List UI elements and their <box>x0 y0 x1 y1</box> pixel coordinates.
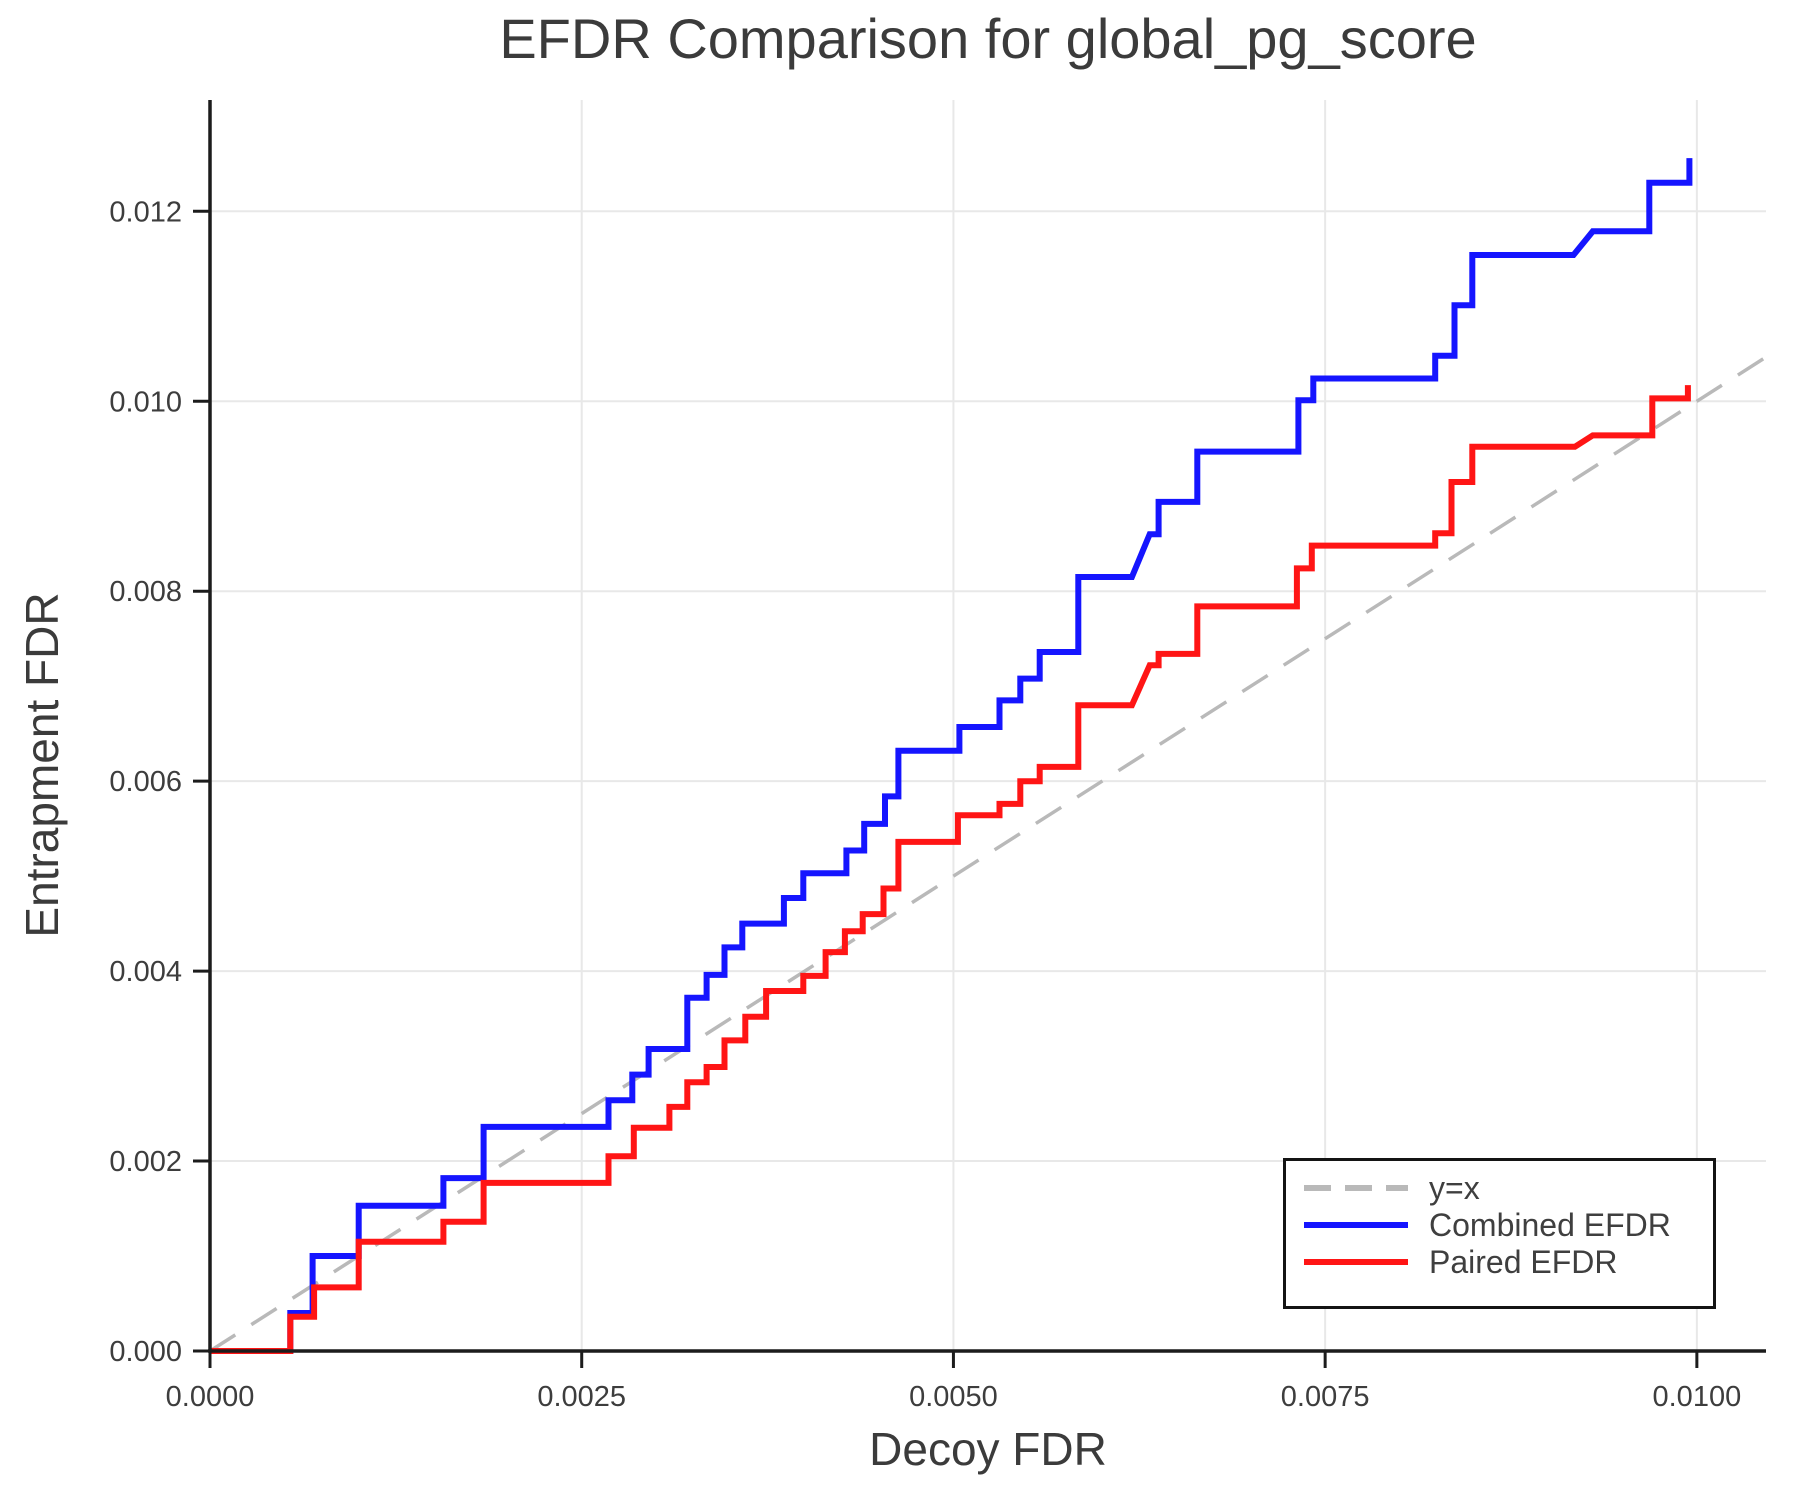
axis-ticks: 0.0000 0.0025 0.0050 0.0075 0.0100 0.000 0.002… <box>109 196 1741 1413</box>
series-line-y-x <box>209 355 1767 1353</box>
series-line-paired-efdr <box>210 385 1691 1354</box>
red-line-sample-icon <box>1304 1258 1408 1265</box>
dashed-line-sample-icon <box>1304 1184 1408 1191</box>
axis-spines <box>208 100 1766 1353</box>
y-tick-label: 0.000 <box>109 1336 182 1368</box>
legend-row-yx: y=x <box>1302 1169 1713 1206</box>
y-tick-label: 0.006 <box>109 766 182 798</box>
x-tick-label: 0.0075 <box>1281 1381 1370 1413</box>
y-tick-label: 0.010 <box>109 386 182 418</box>
y-tick-label: 0.004 <box>109 956 182 988</box>
legend-row-paired-efdr: Paired EFDR <box>1302 1243 1713 1280</box>
blue-line-sample-icon <box>1304 1221 1408 1228</box>
series-line-combined-efdr <box>210 158 1693 1354</box>
x-tick-label: 0.0100 <box>1653 1381 1742 1413</box>
legend: y=x Combined EFDR Paired EFDR <box>1283 1158 1716 1309</box>
y-tick-label: 0.002 <box>109 1146 182 1178</box>
x-axis-label: Decoy FDR <box>869 1423 1107 1475</box>
legend-row-combined-efdr: Combined EFDR <box>1302 1206 1713 1243</box>
y-tick-label: 0.008 <box>109 576 182 608</box>
legend-label-paired-efdr: Paired EFDR <box>1429 1243 1618 1280</box>
chart-title: EFDR Comparison for global_pg_score <box>499 7 1477 70</box>
y-axis-label: Entrapment FDR <box>16 592 68 938</box>
y-tick-label: 0.012 <box>109 196 182 228</box>
legend-label-yx: y=x <box>1429 1169 1480 1206</box>
x-tick-label: 0.0025 <box>537 1381 626 1413</box>
legend-label-combined-efdr: Combined EFDR <box>1429 1206 1671 1243</box>
x-tick-label: 0.0000 <box>166 1381 255 1413</box>
x-tick-label: 0.0050 <box>909 1381 998 1413</box>
